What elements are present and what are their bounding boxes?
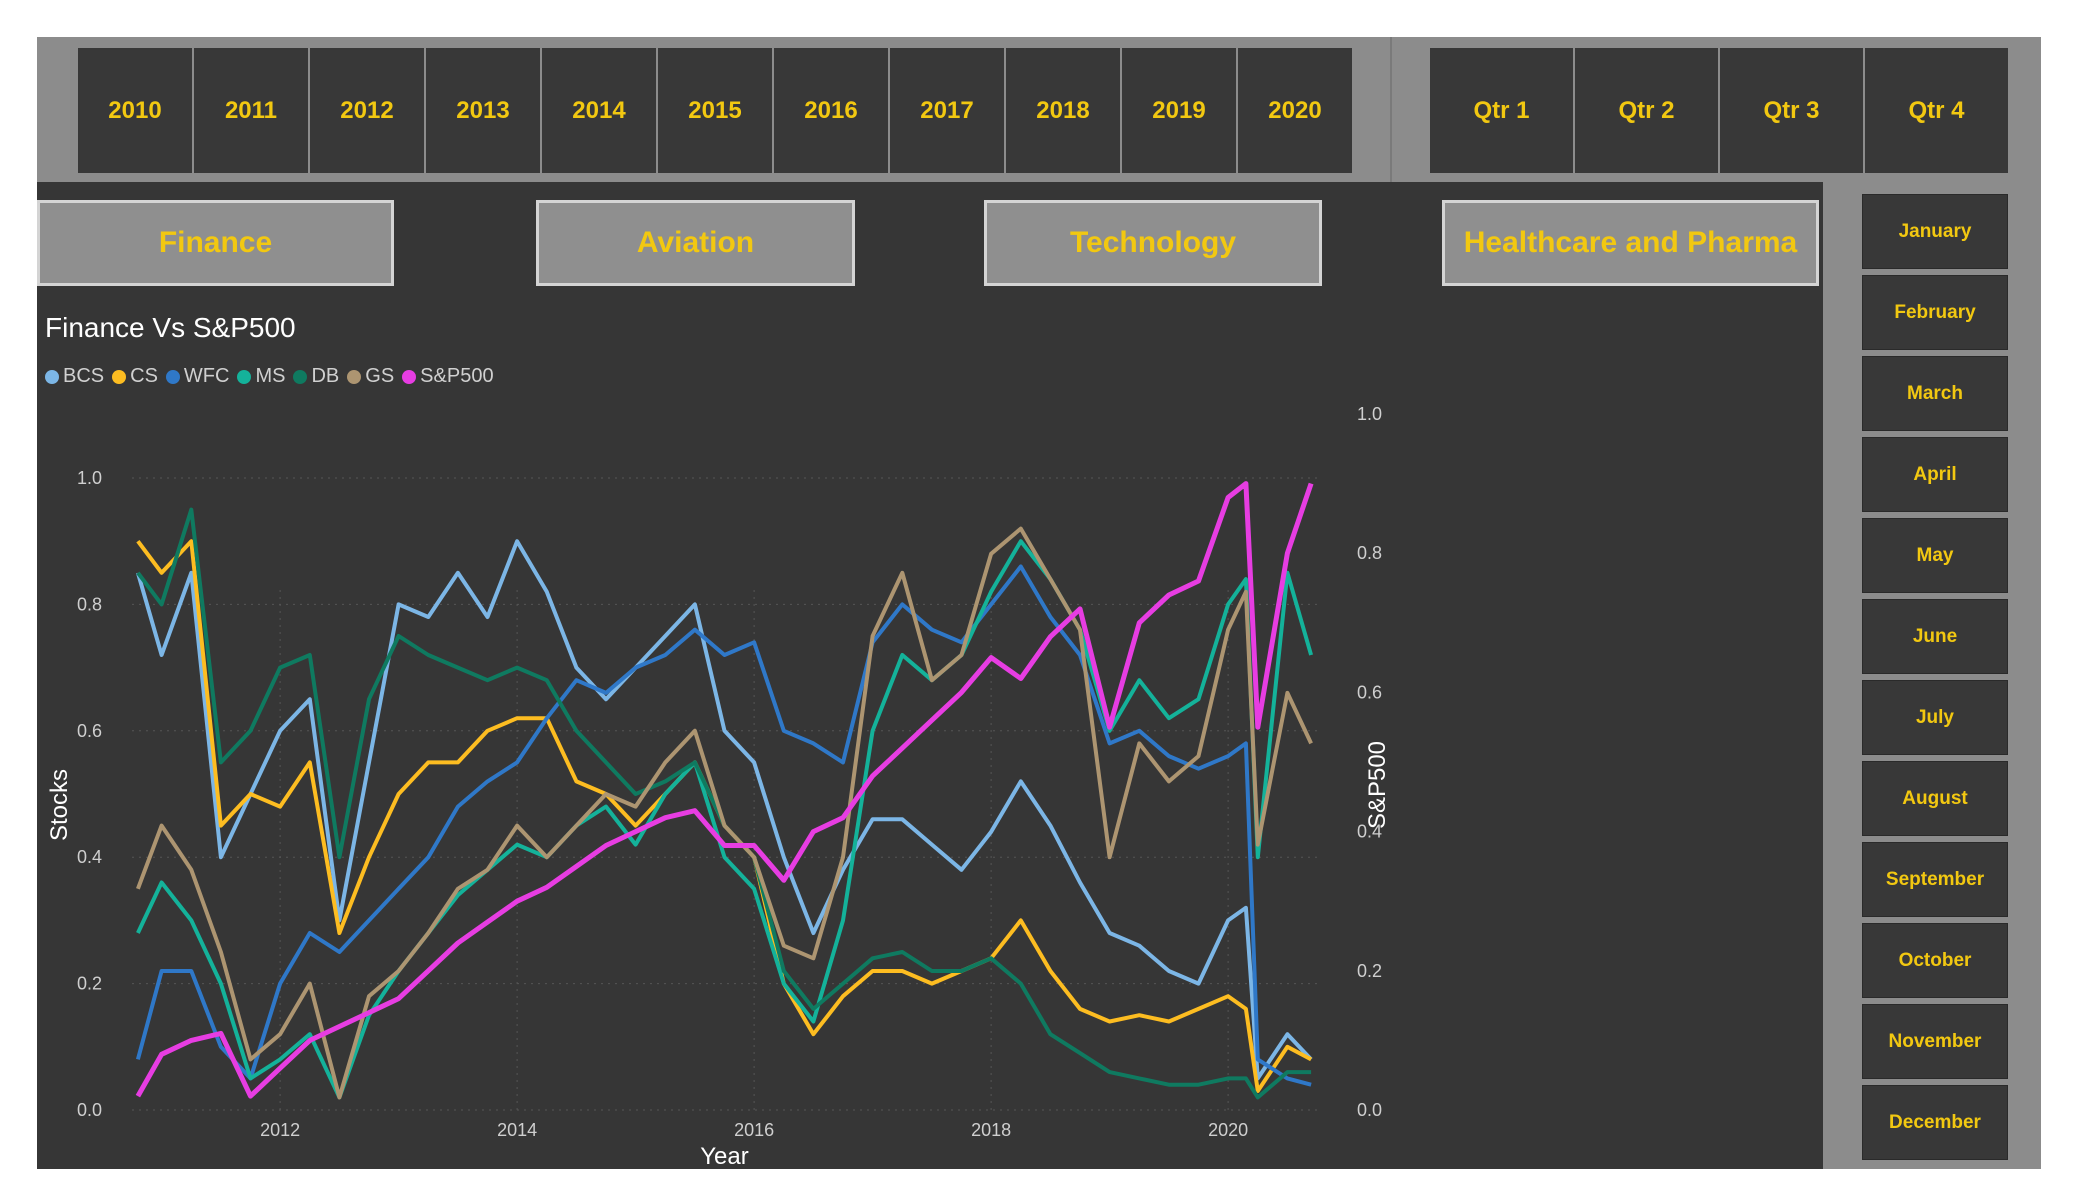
sector-button-healthcare[interactable]: Healthcare and Pharma: [1442, 200, 1819, 286]
y2-tick-label: 0.0: [1357, 1100, 1382, 1120]
chart-title: Finance Vs S&P500: [45, 312, 296, 343]
x-tick-label: 2018: [971, 1120, 1011, 1140]
legend-item: GS: [347, 365, 394, 388]
y-axis-title: Stocks: [46, 769, 73, 841]
y-tick-label: 0.6: [77, 721, 102, 741]
y-tick-label: 0.2: [77, 974, 102, 994]
y-tick-label: 1.0: [77, 468, 102, 488]
month-button-march[interactable]: March: [1862, 356, 2008, 431]
line-chart: 0.0 0.2 0.4 0.6 0.8 1.0 0.0 0.2 0.4 0.6 0.8 1.0 2012…: [46, 404, 1391, 1169]
x-tick-label: 2014: [497, 1120, 537, 1140]
legend-label: CS: [130, 365, 158, 387]
legend-item: DB: [293, 365, 339, 388]
year-button-2014[interactable]: 2014: [542, 48, 656, 173]
legend-marker: [45, 369, 59, 384]
legend-label: S&P500: [420, 365, 494, 387]
y2-tick-label: 0.8: [1357, 543, 1382, 563]
legend-label: MS: [255, 365, 286, 387]
series-line-wfc: [135, 564, 1312, 1087]
series-line-cs: [136, 539, 1313, 1093]
year-button-2012[interactable]: 2012: [310, 48, 424, 173]
quarter-button-1[interactable]: Qtr 1: [1430, 48, 1573, 173]
slicer-divider: [1390, 37, 1392, 182]
chart-legend: BCS CS WFC MS DB GS S&P500: [45, 365, 494, 388]
quarter-button-4[interactable]: Qtr 4: [1865, 48, 2008, 173]
legend-label: WFC: [183, 365, 230, 387]
month-button-december[interactable]: December: [1862, 1085, 2008, 1160]
y2-tick-label: 0.4: [1357, 822, 1382, 842]
y-tick-label: 0.4: [77, 847, 102, 867]
year-button-2017[interactable]: 2017: [890, 48, 1004, 173]
y2-tick-label: 0.2: [1357, 961, 1382, 981]
quarter-button-2[interactable]: Qtr 2: [1575, 48, 1718, 173]
series-line-bcs: [135, 539, 1313, 1081]
legend-label: BCS: [63, 365, 105, 387]
year-slicer: 2010 2011 2012 2013 2014 2015 2016 2017 2018 2019…: [78, 48, 1352, 173]
month-button-may[interactable]: May: [1862, 518, 2008, 593]
legend-marker: [237, 369, 252, 384]
quarter-slicer: Qtr 1 Qtr 2 Qtr 3 Qtr 4: [1430, 48, 2008, 173]
month-button-june[interactable]: June: [1862, 599, 2008, 674]
y2-tick-label: 0.6: [1357, 682, 1382, 702]
series-line-db: [136, 507, 1312, 1100]
series-line-gs: [136, 526, 1313, 1100]
month-button-october[interactable]: October: [1862, 923, 2008, 998]
series-line-sp500: [135, 481, 1314, 1099]
year-button-2020[interactable]: 2020: [1238, 48, 1352, 173]
x-tick-label: 2016: [734, 1120, 774, 1140]
legend-item: CS: [112, 365, 158, 388]
legend-marker: [112, 369, 127, 384]
sector-button-finance[interactable]: Finance: [37, 200, 394, 286]
year-button-2013[interactable]: 2013: [426, 48, 540, 173]
sector-button-aviation[interactable]: Aviation: [536, 200, 855, 286]
legend-item: BCS: [45, 365, 104, 388]
year-button-2018[interactable]: 2018: [1006, 48, 1120, 173]
quarter-button-3[interactable]: Qtr 3: [1720, 48, 1863, 173]
legend-item: WFC: [165, 365, 230, 388]
year-button-2015[interactable]: 2015: [658, 48, 772, 173]
month-button-september[interactable]: September: [1862, 842, 2008, 917]
y2-axis-title: S&P500: [1364, 741, 1391, 829]
legend-item: S&P500: [402, 365, 494, 388]
month-button-august[interactable]: August: [1862, 761, 2008, 836]
year-button-2019[interactable]: 2019: [1122, 48, 1236, 173]
year-button-2010[interactable]: 2010: [78, 48, 192, 173]
month-button-july[interactable]: July: [1862, 680, 2008, 755]
legend-label: DB: [311, 365, 340, 387]
y-tick-label: 0.0: [77, 1100, 102, 1120]
y-tick-label: 0.8: [77, 594, 102, 614]
legend-marker: [347, 369, 362, 384]
year-button-2011[interactable]: 2011: [194, 48, 308, 173]
x-tick-label: 2012: [260, 1120, 300, 1140]
sector-button-technology[interactable]: Technology: [984, 200, 1322, 286]
month-button-january[interactable]: January: [1862, 194, 2008, 269]
legend-item: MS: [237, 365, 285, 388]
y2-tick-label: 1.0: [1357, 404, 1382, 424]
x-axis-title: Year: [700, 1143, 749, 1169]
x-tick-label: 2020: [1208, 1120, 1248, 1140]
legend-label: GS: [365, 365, 395, 387]
year-button-2016[interactable]: 2016: [774, 48, 888, 173]
legend-marker: [293, 369, 308, 384]
month-slicer: January February March April May June July Augu…: [1862, 194, 2008, 1160]
legend-marker: [165, 369, 180, 384]
month-button-november[interactable]: November: [1862, 1004, 2008, 1079]
month-button-february[interactable]: February: [1862, 275, 2008, 350]
legend-marker: [402, 369, 417, 384]
month-button-april[interactable]: April: [1862, 437, 2008, 512]
series-line-ms: [136, 539, 1314, 1100]
